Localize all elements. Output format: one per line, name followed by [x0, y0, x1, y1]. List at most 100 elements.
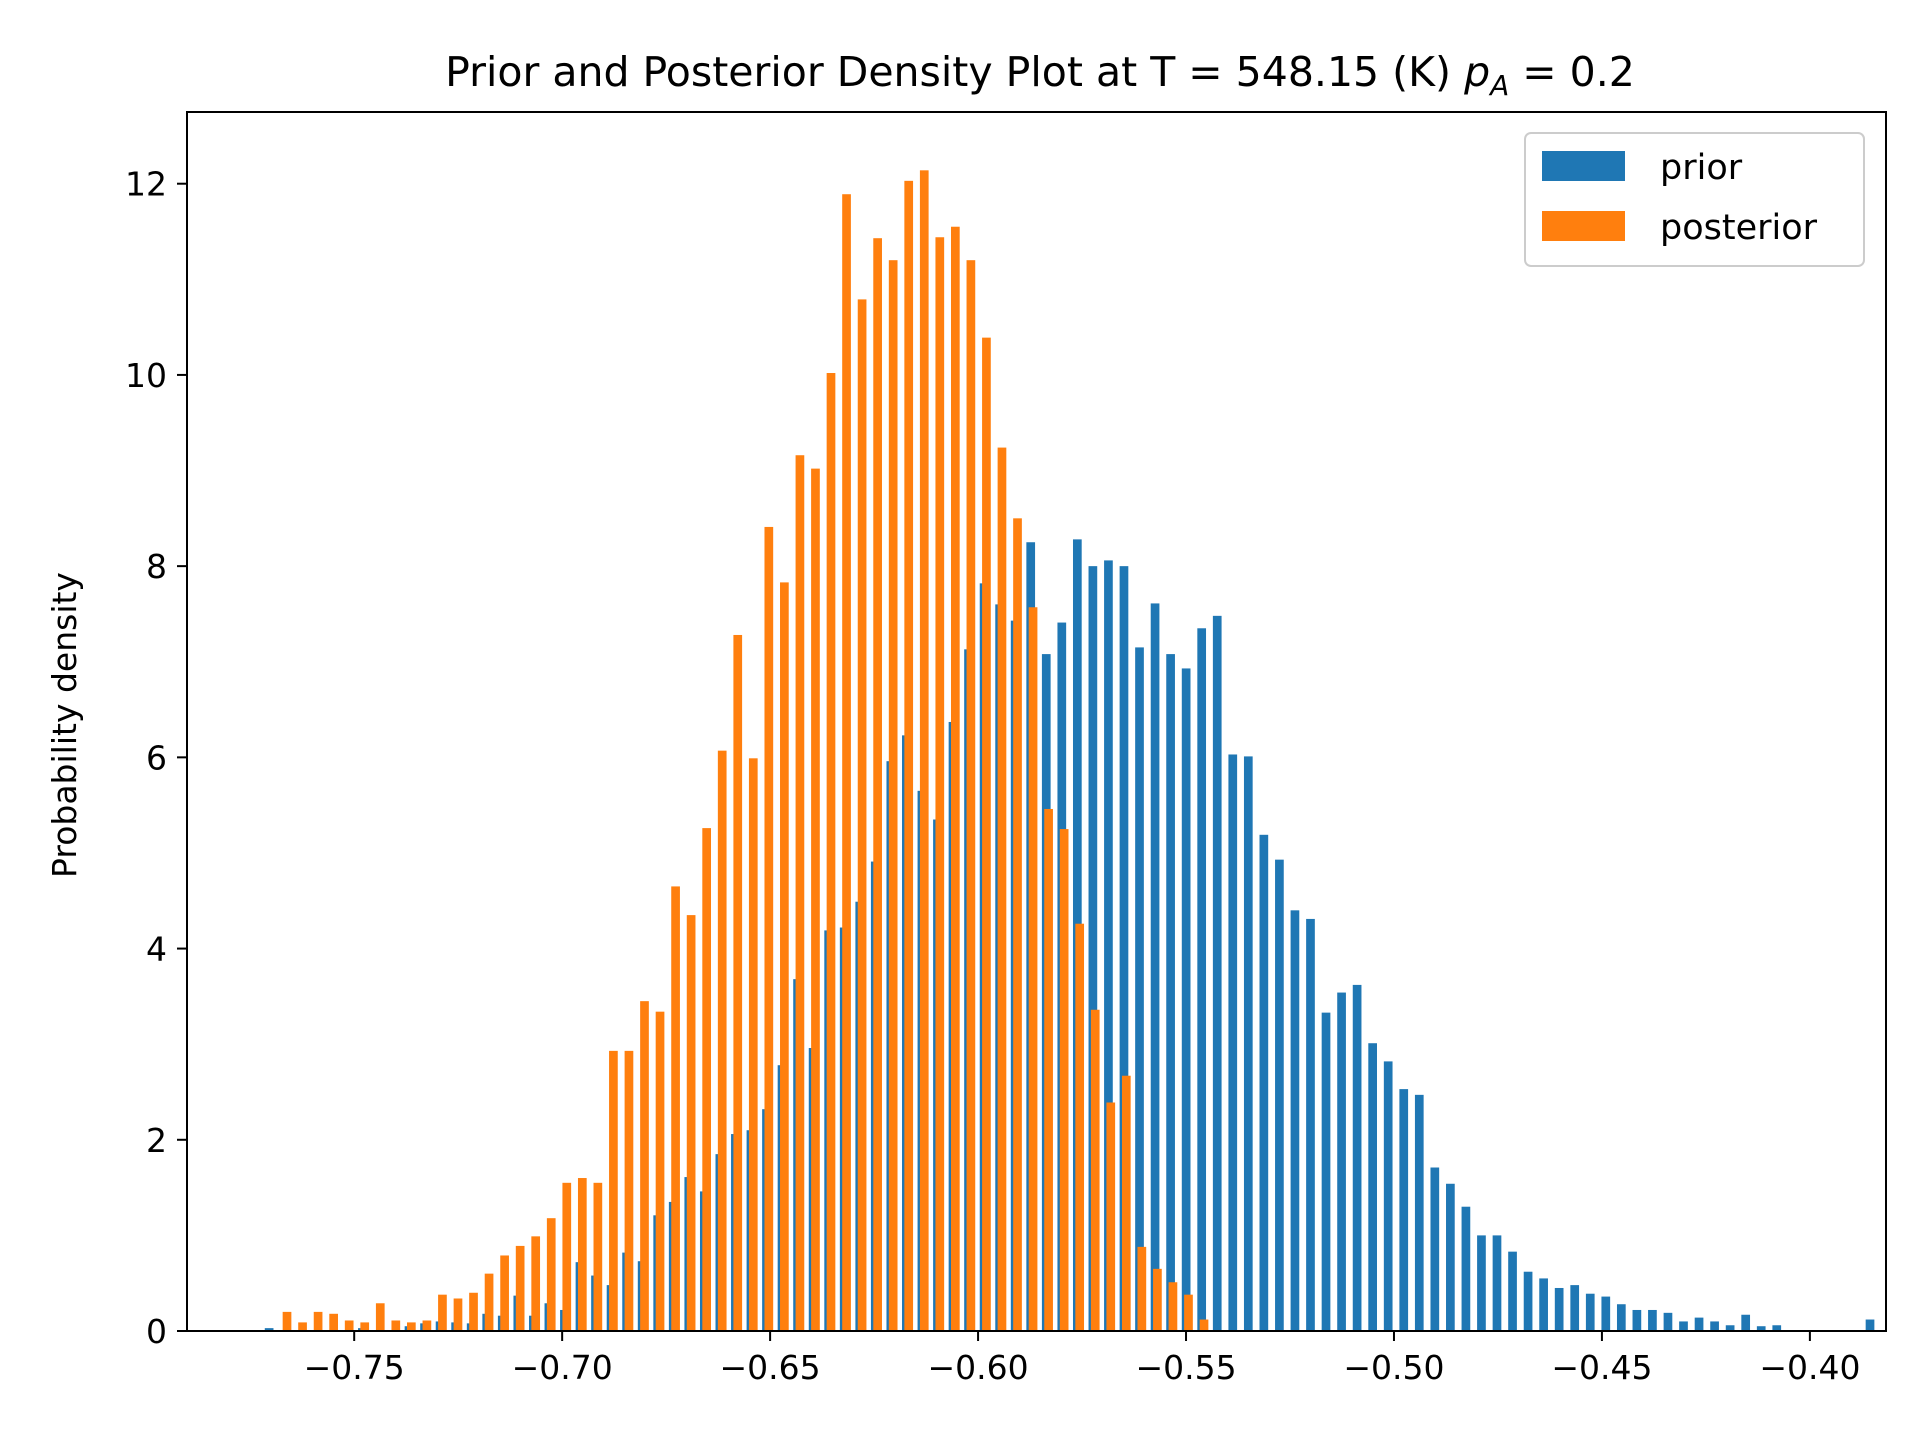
prior-bar [1725, 1325, 1735, 1331]
posterior-bar [717, 750, 727, 1331]
y-tick-label: 12 [125, 165, 167, 204]
y-tick-label: 6 [146, 738, 167, 777]
posterior-bar [686, 915, 696, 1331]
posterior-bar [438, 1294, 447, 1331]
prior-bar [1446, 1183, 1455, 1331]
posterior-bar [1153, 1268, 1162, 1331]
prior-bar [1275, 859, 1284, 1331]
posterior-bar [391, 1320, 401, 1331]
y-tick-label: 2 [146, 1121, 167, 1160]
posterior-bar [577, 1178, 587, 1331]
prior-bar [1585, 1293, 1595, 1331]
prior-bar [1601, 1296, 1611, 1331]
posterior-bar [888, 260, 898, 1332]
prior-bar [1648, 1309, 1657, 1331]
prior-bar [1181, 668, 1191, 1331]
posterior-bar [1059, 829, 1069, 1331]
posterior-bar [1184, 1294, 1193, 1331]
posterior-bar [422, 1320, 432, 1331]
prior-bar [1477, 1235, 1486, 1331]
prior-bar [1290, 910, 1300, 1331]
prior-bar [1150, 603, 1160, 1331]
prior-bar [1321, 1012, 1331, 1331]
posterior-bar [748, 758, 758, 1331]
posterior-bar [360, 1322, 370, 1331]
prior-bar [1632, 1309, 1642, 1331]
posterior-bar [562, 1182, 572, 1331]
posterior-bar [609, 1050, 618, 1331]
y-tick-label: 0 [146, 1312, 167, 1351]
posterior-bar [764, 526, 774, 1331]
prior-bar [264, 1328, 274, 1331]
prior-bar [1865, 1319, 1875, 1331]
posterior-bar [407, 1322, 416, 1331]
posterior-bar [546, 1218, 556, 1331]
posterior-bar [515, 1245, 525, 1331]
x-tick-label: −0.40 [1759, 1348, 1860, 1387]
prior-bar [1259, 834, 1269, 1331]
prior-bar [1430, 1167, 1440, 1331]
posterior-bar [282, 1311, 292, 1331]
series-posterior [282, 170, 1209, 1332]
prior-bar [1741, 1314, 1751, 1331]
posterior-bar [1090, 1009, 1100, 1331]
posterior-bar [1137, 1246, 1147, 1331]
prior-bar [1352, 984, 1362, 1331]
posterior-bar [842, 194, 851, 1332]
x-tick-label: −0.50 [1343, 1348, 1444, 1387]
posterior-bar [500, 1255, 509, 1331]
plot-frame [186, 111, 1887, 1332]
posterior-bar [795, 455, 805, 1332]
posterior-bar [1044, 808, 1053, 1331]
posterior-bar [298, 1322, 307, 1331]
posterior-bar [469, 1292, 478, 1331]
posterior-bar [640, 1001, 649, 1331]
prior-bar [1337, 992, 1346, 1331]
prior-bar [1523, 1271, 1533, 1331]
posterior-bar [1121, 1075, 1131, 1331]
posterior-bar [1028, 607, 1038, 1331]
prior-bar [1368, 1043, 1377, 1331]
legend: prior posterior [1524, 132, 1865, 267]
prior-bar [1616, 1304, 1626, 1331]
prior-bar [1166, 654, 1175, 1331]
x-tick-label: −0.70 [512, 1348, 613, 1387]
posterior-bar [1199, 1319, 1209, 1331]
legend-swatch-posterior [1542, 211, 1625, 241]
prior-bar [1679, 1321, 1688, 1331]
prior-bar [1539, 1278, 1548, 1331]
posterior-bar [857, 299, 867, 1331]
posterior-bar [453, 1298, 463, 1331]
posterior-bar [1168, 1282, 1178, 1331]
x-tick-label: −0.65 [720, 1348, 821, 1387]
posterior-bar [919, 170, 929, 1331]
bars-layer [264, 170, 1875, 1332]
prior-bar [1212, 615, 1222, 1331]
ticks-layer: −0.75 −0.70 −0.65 −0.60 −0.55 −0.50 −0.45 −0.40… [125, 165, 1860, 1387]
posterior-bar [826, 373, 836, 1331]
x-tick-label: −0.55 [1135, 1348, 1236, 1387]
y-axis-label: Probability density [45, 572, 84, 878]
prior-bar [1756, 1326, 1766, 1331]
posterior-bar [935, 237, 945, 1331]
posterior-bar [655, 1011, 665, 1331]
y-tick-label: 8 [146, 547, 167, 586]
y-tick-label: 4 [146, 930, 167, 969]
posterior-bar [313, 1311, 323, 1331]
legend-label-prior: prior [1660, 148, 1743, 188]
legend-swatch-prior [1542, 151, 1625, 181]
posterior-bar [593, 1182, 603, 1331]
prior-bar [1694, 1317, 1704, 1331]
posterior-bar [624, 1050, 634, 1331]
prior-bar [1306, 918, 1315, 1331]
prior-bar [1088, 566, 1098, 1331]
x-tick-label: −0.75 [304, 1348, 405, 1387]
legend-label-posterior: posterior [1660, 208, 1818, 248]
posterior-bar [873, 238, 882, 1332]
prior-bar [1399, 1089, 1409, 1331]
prior-bar [1772, 1325, 1782, 1331]
posterior-bar [1013, 518, 1022, 1331]
prior-bar [1663, 1312, 1673, 1331]
